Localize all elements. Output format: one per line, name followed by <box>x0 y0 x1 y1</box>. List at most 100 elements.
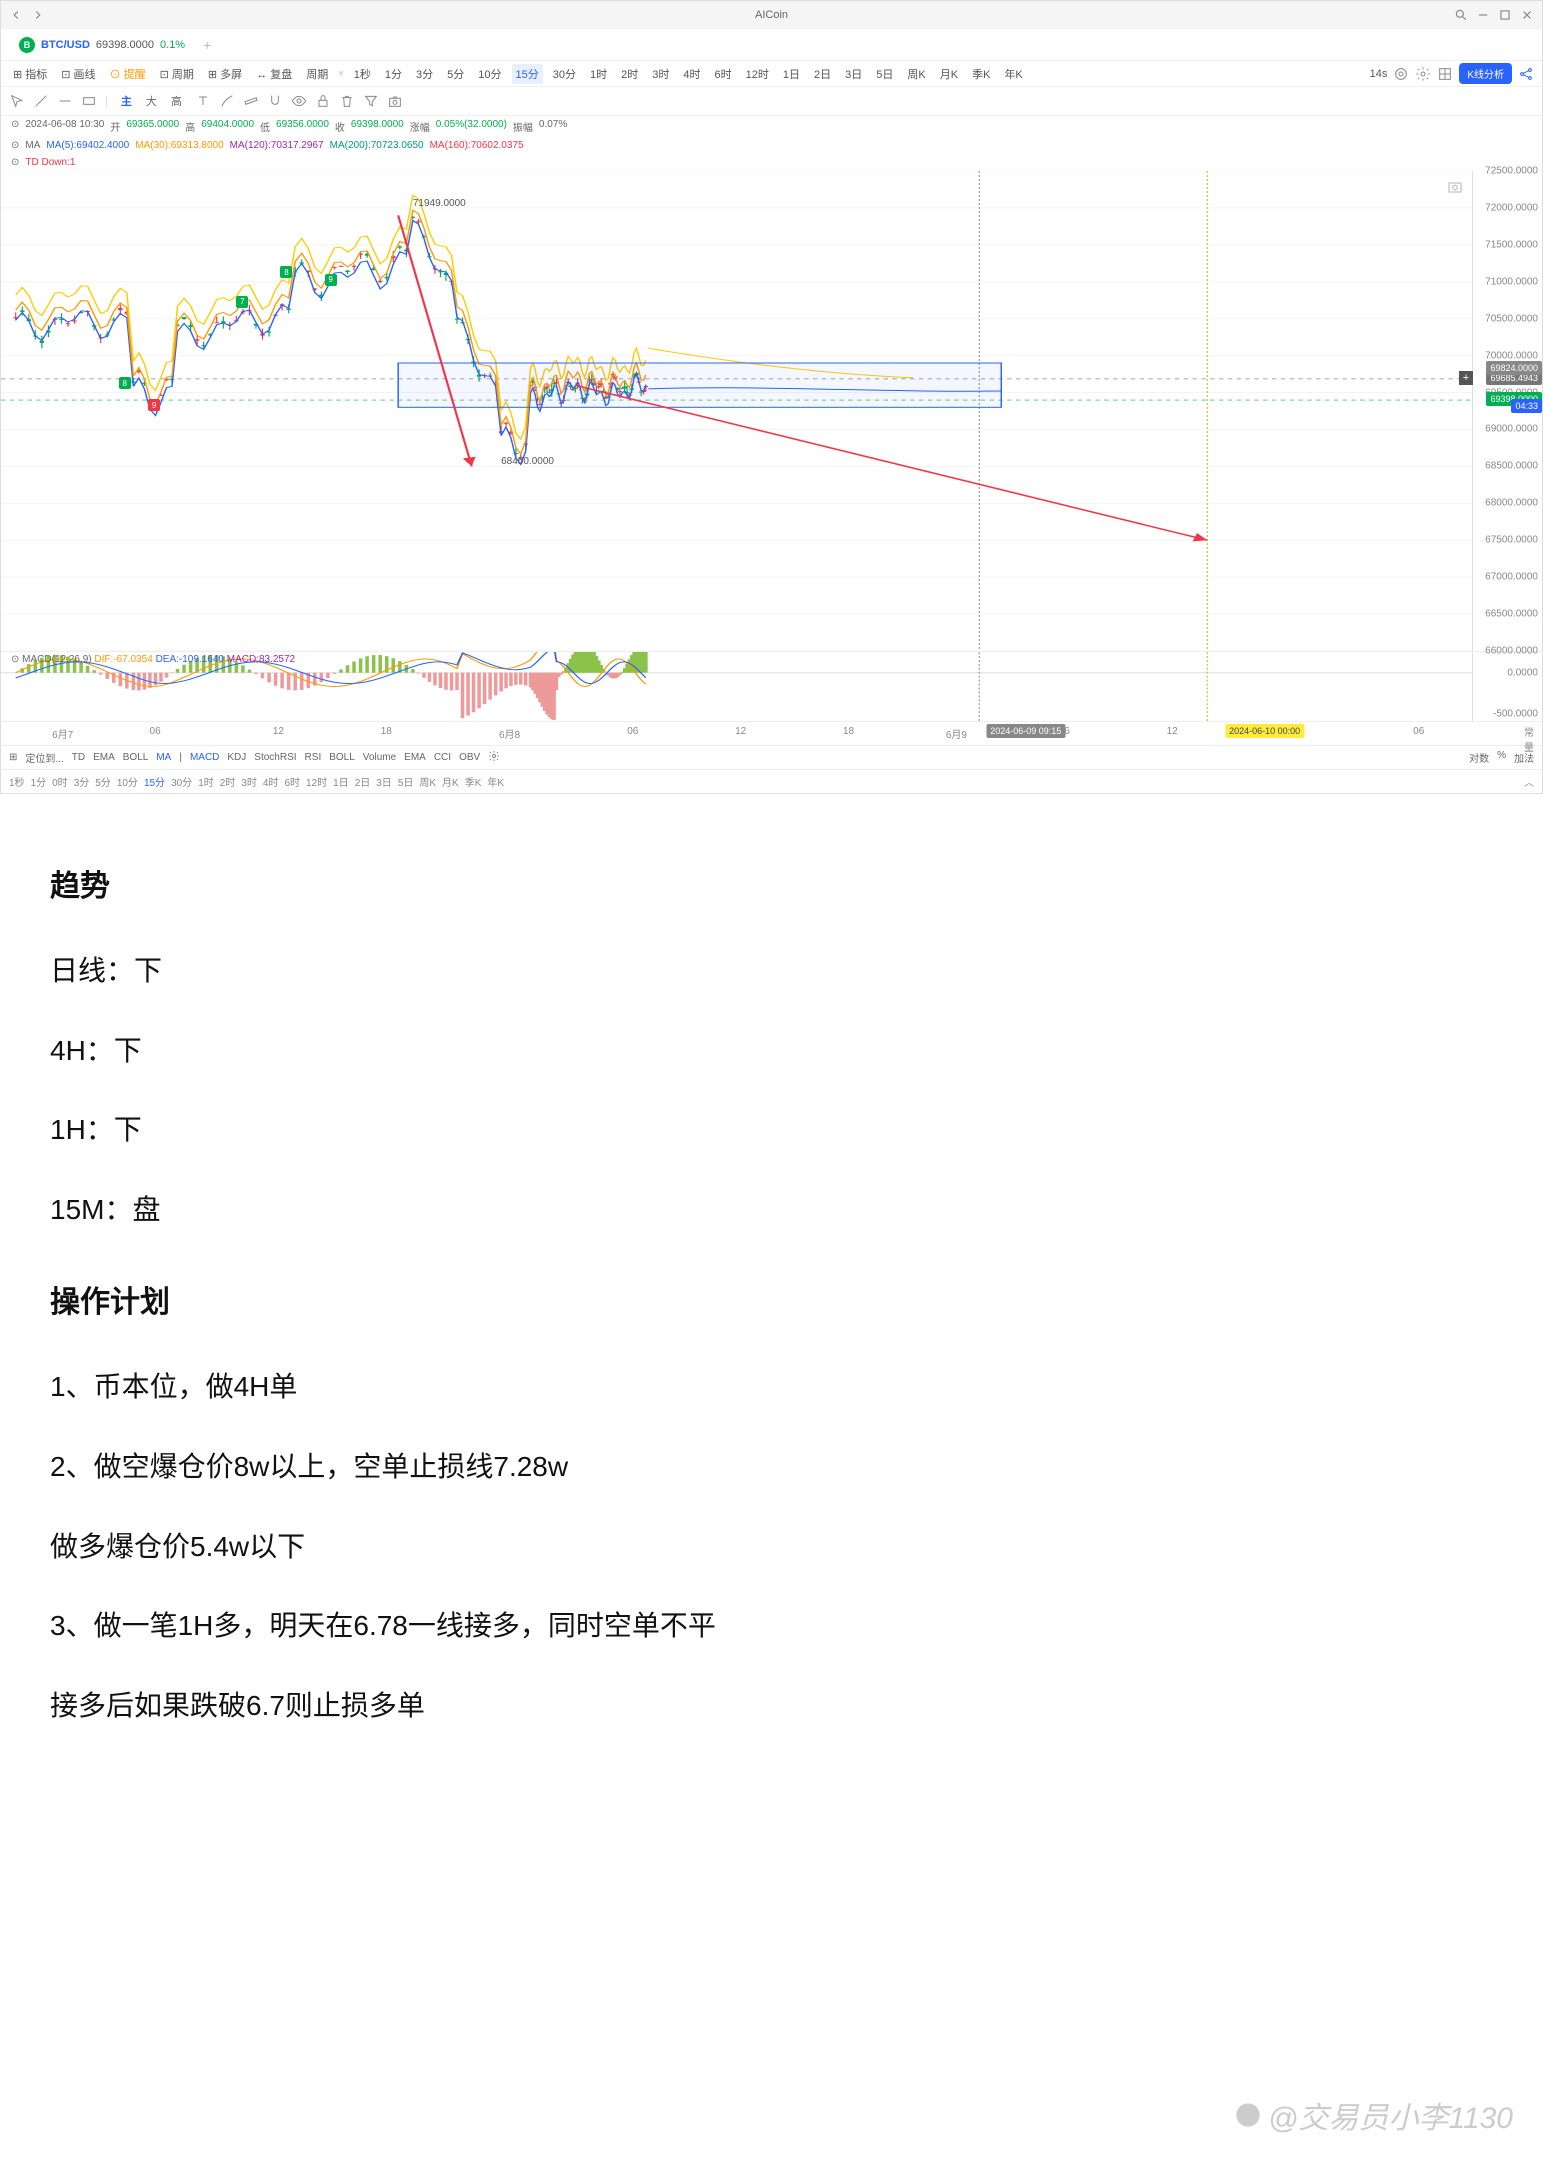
eye-icon[interactable] <box>291 93 307 109</box>
forward-icon[interactable] <box>31 8 45 22</box>
bottom-timeframe[interactable]: 2时 <box>220 774 236 789</box>
indicator-item[interactable]: Volume <box>363 752 396 763</box>
timeframe-button[interactable]: 3日 <box>841 64 866 84</box>
trash-icon[interactable] <box>339 93 355 109</box>
toolbar-item[interactable]: 周期 <box>302 64 332 84</box>
indicator-item[interactable]: KDJ <box>227 752 246 763</box>
bottom-timeframe[interactable]: 10分 <box>117 774 138 789</box>
bottom-timeframe[interactable]: 季K <box>465 774 482 789</box>
indicator-item[interactable]: CCI <box>434 752 451 763</box>
timeframe-button[interactable]: 5日 <box>872 64 897 84</box>
symbol-tab[interactable]: B BTC/USD 69398.0000 0.1% <box>9 33 195 57</box>
bottom-timeframe[interactable]: 2日 <box>355 774 371 789</box>
trendline-icon[interactable] <box>33 93 49 109</box>
indicator-item[interactable]: BOLL <box>329 752 355 763</box>
toolbar-item[interactable]: ↔ 复盘 <box>252 64 296 84</box>
minimize-icon[interactable] <box>1476 8 1490 22</box>
maximize-icon[interactable] <box>1498 8 1512 22</box>
bottom-timeframe[interactable]: 1秒 <box>9 774 25 789</box>
timeframe-button[interactable]: 周K <box>903 64 929 84</box>
indicator-item[interactable]: EMA <box>404 752 426 763</box>
price-chart[interactable]: 71949.000068450.000089789 72500.00007200… <box>1 171 1542 651</box>
measure-icon[interactable] <box>243 93 259 109</box>
snapshot-icon[interactable] <box>1446 177 1464 200</box>
indicator-item[interactable]: EMA <box>93 752 115 763</box>
zoom-button[interactable]: 高 <box>166 91 187 111</box>
filter-icon[interactable] <box>363 93 379 109</box>
toolbar-item[interactable]: ⊙ 提醒 <box>106 64 150 84</box>
indicator-item[interactable]: | <box>179 752 182 763</box>
share-icon[interactable] <box>1518 66 1534 82</box>
horizontal-line-icon[interactable] <box>57 93 73 109</box>
indicator-item[interactable]: MA <box>156 752 171 763</box>
indicator-item[interactable]: MACD <box>190 752 219 763</box>
bottom-timeframe[interactable]: 3日 <box>376 774 392 789</box>
bottom-timeframe[interactable]: 月K <box>442 774 459 789</box>
timeframe-button[interactable]: 12时 <box>742 64 773 84</box>
timeframe-button[interactable]: 1分 <box>381 64 406 84</box>
bottom-timeframe[interactable]: 15分 <box>144 774 165 789</box>
timeframe-button[interactable]: 季K <box>968 64 994 84</box>
timeframe-button[interactable]: 6时 <box>711 64 736 84</box>
scale-option[interactable]: % <box>1497 750 1506 765</box>
bottom-timeframe[interactable]: 5分 <box>95 774 111 789</box>
timeframe-button[interactable]: 1秒 <box>350 64 375 84</box>
timeframe-button[interactable]: 月K <box>936 64 962 84</box>
back-icon[interactable] <box>9 8 23 22</box>
text-icon[interactable] <box>195 93 211 109</box>
toolbar-item[interactable]: ⊡ 画线 <box>57 64 99 84</box>
bottom-timeframe[interactable]: 30分 <box>171 774 192 789</box>
bottom-timeframe[interactable]: 4时 <box>263 774 279 789</box>
bottom-timeframe[interactable]: 3分 <box>74 774 90 789</box>
zoom-button[interactable]: 大 <box>141 91 162 111</box>
scale-option[interactable]: 对数 <box>1469 750 1489 765</box>
timeframe-button[interactable]: 2日 <box>810 64 835 84</box>
timeframe-button[interactable]: 年K <box>1000 64 1026 84</box>
analysis-button[interactable]: K线分析 <box>1459 63 1512 84</box>
target-icon[interactable] <box>1393 66 1409 82</box>
bottom-timeframe[interactable]: 年K <box>487 774 504 789</box>
toolbar-item[interactable]: ⊞ 多屏 <box>204 64 246 84</box>
bottom-timeframe[interactable]: 周K <box>419 774 436 789</box>
indicator-item[interactable]: StochRSI <box>254 752 296 763</box>
timeframe-button[interactable]: 2时 <box>617 64 642 84</box>
indicator-item[interactable]: RSI <box>305 752 322 763</box>
timeframe-button[interactable]: 1日 <box>779 64 804 84</box>
timeframe-button[interactable]: 3分 <box>412 64 437 84</box>
toolbar-item[interactable]: ⊡ 周期 <box>156 64 198 84</box>
timeframe-button[interactable]: 3时 <box>648 64 673 84</box>
bottom-timeframe[interactable]: 1分 <box>31 774 47 789</box>
zoom-button[interactable]: 主 <box>116 91 137 111</box>
collapse-icon[interactable]: ︿ <box>1524 774 1534 789</box>
brush-icon[interactable] <box>219 93 235 109</box>
timeframe-button[interactable]: 4时 <box>679 64 704 84</box>
bottom-timeframe[interactable]: 5日 <box>398 774 414 789</box>
gear-icon[interactable] <box>1415 66 1431 82</box>
close-icon[interactable] <box>1520 8 1534 22</box>
cursor-icon[interactable] <box>9 93 25 109</box>
magnet-icon[interactable] <box>267 93 283 109</box>
timeframe-button[interactable]: 30分 <box>549 64 580 84</box>
bottom-timeframe[interactable]: 1日 <box>333 774 349 789</box>
timeframe-button[interactable]: 5分 <box>443 64 468 84</box>
bottom-timeframe[interactable]: 1时 <box>198 774 214 789</box>
timeframe-button[interactable]: 15分 <box>512 64 543 84</box>
add-tab-button[interactable]: + <box>203 37 211 53</box>
toolbar-item[interactable]: ⊞ 指标 <box>9 64 51 84</box>
camera-icon[interactable] <box>387 93 403 109</box>
macd-panel[interactable]: ⊙ MACD(12,26,9) DIF:-67.0354 DEA:-109.16… <box>1 651 1542 721</box>
rect-icon[interactable] <box>81 93 97 109</box>
lock-icon[interactable] <box>315 93 331 109</box>
bottom-timeframe[interactable]: 0时 <box>52 774 68 789</box>
bottom-timeframe[interactable]: 3时 <box>241 774 257 789</box>
indicator-item[interactable]: OBV <box>459 752 480 763</box>
grid-icon[interactable] <box>1437 66 1453 82</box>
add-alert-button[interactable]: + <box>1459 371 1473 385</box>
timeframe-button[interactable]: 10分 <box>474 64 505 84</box>
search-icon[interactable] <box>1454 8 1468 22</box>
bottom-timeframe[interactable]: 6时 <box>284 774 300 789</box>
bottom-timeframe[interactable]: 12时 <box>306 774 327 789</box>
timeframe-button[interactable]: 1时 <box>586 64 611 84</box>
indicator-item[interactable]: TD <box>72 752 85 763</box>
indicator-settings-icon[interactable] <box>488 750 500 765</box>
